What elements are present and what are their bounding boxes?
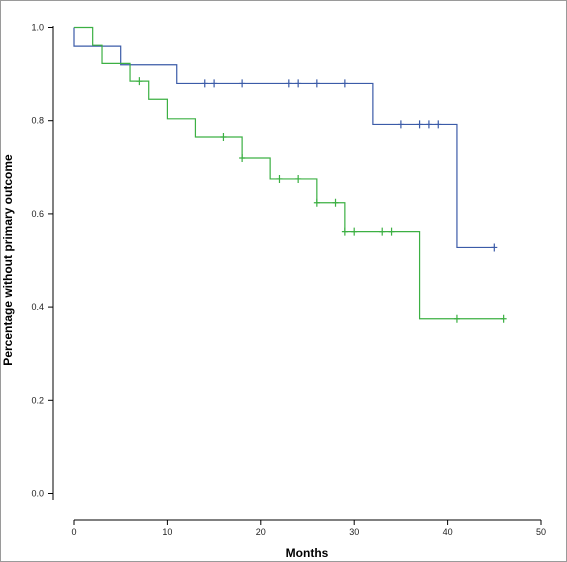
y-tick-label: 0.2 (31, 395, 44, 405)
censor-mark (332, 198, 339, 207)
y-tick-label: 1.0 (31, 23, 44, 33)
x-tick-label: 40 (443, 527, 453, 537)
censor-mark (379, 227, 386, 236)
censor-mark (453, 314, 460, 323)
y-tick-label: 0.6 (31, 209, 44, 219)
censor-mark (425, 120, 432, 129)
survival-curve-1 (73, 27, 495, 249)
censor-mark (295, 174, 302, 183)
y-tick-label: 0.0 (31, 489, 44, 499)
censor-mark (388, 227, 395, 236)
censor-mark (285, 79, 292, 88)
censor-mark (313, 198, 320, 207)
censor-mark (201, 79, 208, 88)
censor-mark (435, 120, 442, 129)
y-tick-label: 0.8 (31, 116, 44, 126)
censor-mark (341, 227, 348, 236)
censor-mark (341, 79, 348, 88)
censor-mark (136, 77, 143, 86)
x-axis-title: Months (286, 546, 329, 560)
censor-mark (239, 153, 246, 162)
y-tick-label: 0.4 (31, 302, 44, 312)
x-tick-label: 0 (71, 527, 76, 537)
censor-mark (295, 79, 302, 88)
x-tick-label: 10 (162, 527, 172, 537)
censor-mark (416, 120, 423, 129)
censor-mark (351, 227, 358, 236)
censor-mark (500, 314, 507, 323)
x-tick-label: 50 (536, 527, 546, 537)
series-layer (73, 26, 507, 323)
survival-curve-2 (74, 26, 504, 320)
censor-mark (491, 243, 498, 252)
x-tick-label: 20 (256, 527, 266, 537)
y-axis-title: Percentage without primary outcome (1, 154, 15, 366)
axis-ticks: 0 10 20 30 40 50 0.0 0.2 0.4 0.6 0.8 1.0 (31, 23, 546, 538)
censor-mark (397, 120, 404, 129)
censor-mark (220, 133, 227, 142)
censor-mark (276, 174, 283, 183)
censor-mark (239, 79, 246, 88)
censor-mark (211, 79, 218, 88)
x-tick-label: 30 (349, 527, 359, 537)
censor-mark (313, 79, 320, 88)
